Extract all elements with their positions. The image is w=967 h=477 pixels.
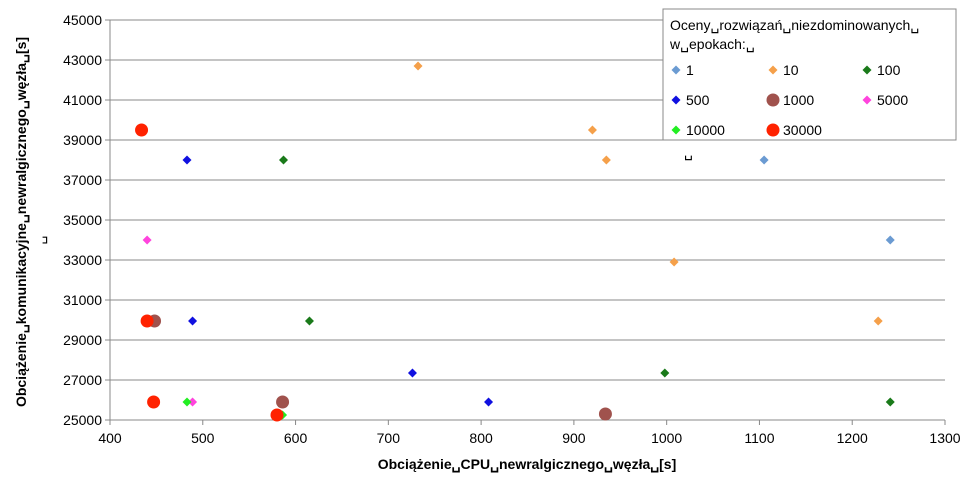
x-axis-title: Obciążenie␣CPU␣newralgicznego␣węzła␣[s] — [378, 456, 677, 473]
data-point-series-5000 — [142, 235, 152, 245]
x-tick-label: 900 — [562, 430, 586, 446]
y-tick-label: 31000 — [63, 292, 102, 308]
data-point-series-10 — [873, 316, 883, 326]
data-point-series-5000 — [188, 397, 198, 407]
x-tick-label: 500 — [191, 430, 215, 446]
data-point-series-10 — [413, 61, 423, 71]
legend-label-100: 100 — [877, 62, 901, 78]
data-point-series-100 — [278, 155, 288, 165]
y-tick-label: 33000 — [63, 252, 102, 268]
legend-label-500: 500 — [686, 92, 710, 108]
data-point-series-100 — [885, 397, 895, 407]
legend-marker-1000 — [766, 93, 780, 107]
data-point-series-500 — [182, 155, 192, 165]
legend-marker-1 — [671, 65, 681, 75]
legend-marker-10 — [768, 65, 778, 75]
data-points — [135, 61, 895, 422]
x-tick-label: 1300 — [929, 430, 960, 446]
x-tick-label: 1000 — [651, 430, 682, 446]
data-point-series-1 — [759, 155, 769, 165]
data-point-series-30000 — [147, 395, 161, 409]
y-tick-label: 39000 — [63, 132, 102, 148]
data-point-series-500 — [407, 368, 417, 378]
y-tick-label: 25000 — [63, 412, 102, 428]
legend-marker-30000 — [766, 123, 780, 137]
legend-label-10: 10 — [783, 62, 799, 78]
legend-marker-5000 — [862, 95, 872, 105]
legend-label-30000: 30000 — [783, 122, 822, 138]
data-point-series-10 — [601, 155, 611, 165]
y-tick-label: 45000 — [63, 12, 102, 28]
y-tick-label: 27000 — [63, 372, 102, 388]
legend: Oceny␣rozwiązań␣niezdominowanych␣ w␣epok… — [662, 8, 957, 161]
data-point-series-10 — [587, 125, 597, 135]
data-point-series-1 — [885, 235, 895, 245]
legend-marker-100 — [862, 65, 872, 75]
legend-items: 1 10 100 500 1000 5000 10000 30000 — [671, 62, 908, 138]
legend-label-5000: 5000 — [877, 92, 908, 108]
y-axis-title: Obciążenie␣komunikacyjne␣newralgicznego␣… — [13, 37, 30, 407]
data-point-series-10 — [669, 257, 679, 267]
data-point-series-30000 — [140, 314, 154, 328]
data-point-series-10000 — [182, 397, 192, 407]
y-axis-title-extra: ␣ — [31, 236, 48, 245]
y-tick-label: 35000 — [63, 212, 102, 228]
y-tick-label: 37000 — [63, 172, 102, 188]
x-tick-label: 400 — [98, 430, 122, 446]
legend-label-1: 1 — [686, 62, 694, 78]
legend-label-1000: 1000 — [783, 92, 814, 108]
y-tick-label: 29000 — [63, 332, 102, 348]
data-point-series-1000 — [598, 407, 612, 421]
x-tick-label: 700 — [377, 430, 401, 446]
legend-box — [662, 8, 957, 141]
data-point-series-30000 — [270, 408, 284, 422]
axes — [109, 20, 945, 421]
legend-title-line2: w␣epokach:␣ — [669, 36, 755, 53]
x-tick-label: 1100 — [744, 430, 774, 446]
data-point-series-30000 — [135, 123, 149, 137]
data-point-series-100 — [304, 316, 314, 326]
legend-trailing: ␣ — [684, 144, 693, 161]
data-point-series-100 — [660, 368, 670, 378]
legend-marker-10000 — [671, 125, 681, 135]
data-point-series-500 — [484, 397, 494, 407]
legend-title-line1: Oceny␣rozwiązań␣niezdominowanych␣ — [670, 17, 919, 34]
x-tick-label: 800 — [469, 430, 493, 446]
x-tick-labels: 400 500 600 700 800 900 1000 1100 1200 1300 — [98, 430, 960, 446]
data-point-series-1000 — [276, 395, 290, 409]
y-tick-label: 41000 — [63, 92, 102, 108]
x-tick-label: 1200 — [837, 430, 868, 446]
grid-lines — [105, 19, 946, 425]
legend-label-10000: 10000 — [686, 122, 725, 138]
x-tick-label: 600 — [284, 430, 308, 446]
data-point-series-500 — [188, 316, 198, 326]
y-tick-labels: 25000 27000 29000 31000 33000 35000 37000 39000… — [63, 12, 102, 428]
legend-marker-500 — [671, 95, 681, 105]
y-tick-label: 43000 — [63, 52, 102, 68]
